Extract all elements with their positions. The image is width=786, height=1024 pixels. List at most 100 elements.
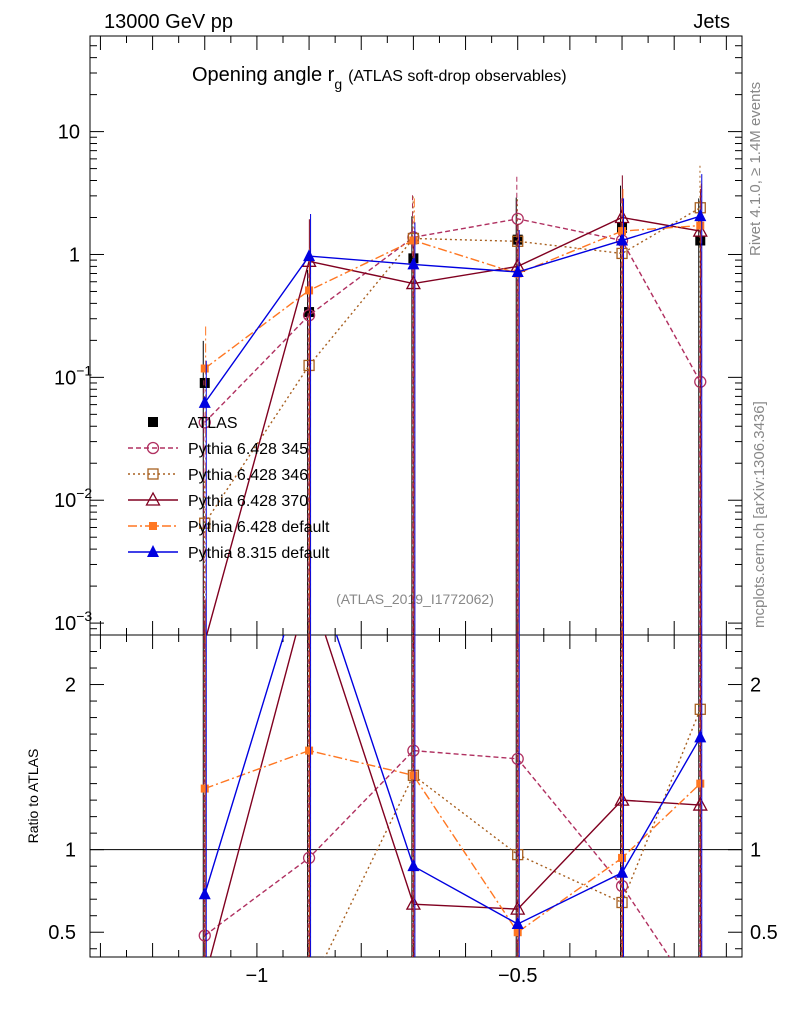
- series-main-0: [199, 185, 706, 635]
- legend-entry: Pythia 8.315 default: [128, 545, 330, 562]
- ratio-y-label: Ratio to ATLAS: [25, 749, 41, 844]
- ratio-y-tick-label: 2: [65, 675, 76, 697]
- ratio-point: [618, 853, 627, 862]
- series-main-5: [198, 174, 707, 635]
- data-point: [198, 416, 211, 429]
- ratio-point: [305, 746, 314, 755]
- y-tick-label: 10: [58, 122, 80, 144]
- data-point: [199, 377, 210, 388]
- data-point: [303, 249, 316, 262]
- ratio-point: [511, 916, 524, 929]
- legend-marker: [148, 417, 158, 427]
- data-point: [407, 257, 420, 270]
- series-ratio-3: [198, 635, 708, 983]
- data-point: [409, 236, 418, 245]
- legend-entry: Pythia 6.428 370: [128, 491, 308, 510]
- legend-marker: [147, 468, 159, 480]
- legend-entry: Pythia 6.428 346: [128, 467, 308, 484]
- legend-marker: [146, 441, 160, 455]
- header-right: Jets: [693, 11, 730, 33]
- y-tick-label: 10−2: [54, 485, 92, 512]
- title-suffix: (ATLAS soft-drop observables): [348, 68, 566, 85]
- data-point: [616, 233, 629, 246]
- ratio-y-tick-label-right: 2: [750, 675, 761, 697]
- x-tick-label: −0.5: [498, 965, 537, 987]
- ratio-point: [510, 900, 526, 915]
- legend-label: Pythia 6.428 default: [188, 519, 330, 536]
- mcplots-label: mcplots.cern.ch [arXiv:1306.3436]: [751, 401, 768, 628]
- ratio-point: [694, 730, 707, 743]
- ratio-point: [692, 796, 708, 811]
- y-tick-label: 10−1: [54, 362, 92, 389]
- ratio-line: [209, 635, 701, 957]
- series-main-2: [199, 165, 706, 635]
- header-left: 13000 GeV pp: [104, 11, 233, 33]
- data-point: [614, 209, 630, 224]
- data-point: [692, 222, 708, 237]
- ratio-point: [696, 779, 705, 788]
- series-ratio-1: [198, 635, 706, 1009]
- data-point: [200, 364, 209, 373]
- legend-entry: Pythia 6.428 default: [128, 519, 330, 536]
- legend-label: Pythia 6.428 370: [188, 493, 308, 510]
- axes-layer: −1 −0.5 10−3 10−2 10−1 1 10 0.5 0.5 1 1 2 2: [48, 35, 778, 987]
- ratio-point: [200, 998, 210, 1008]
- title-subscript: g: [334, 76, 342, 92]
- ratio-line: [204, 749, 671, 957]
- series-ratio-4: [200, 635, 705, 957]
- ratio-panel-frame: [89, 634, 743, 958]
- legend-marker: [147, 545, 159, 557]
- ratio-point: [513, 928, 522, 937]
- series-ratio-0: [202, 635, 700, 957]
- ratio-y-tick-label-right: 1: [750, 840, 761, 862]
- series-main-1: [198, 176, 707, 635]
- series-ratio-5: [198, 635, 707, 957]
- y-tick-label: 10−3: [54, 608, 92, 635]
- series-ratio-2: [200, 635, 706, 1008]
- legend-label: Pythia 6.428 345: [188, 441, 308, 458]
- ratio-point: [405, 895, 421, 910]
- series-line: [204, 207, 701, 524]
- data-point: [199, 517, 211, 529]
- legend-label: Pythia 8.315 default: [188, 545, 330, 562]
- series-main-3: [204, 175, 708, 635]
- series-line: [204, 224, 701, 370]
- data-point: [511, 265, 524, 278]
- ratio-point: [409, 771, 418, 780]
- legend-label: Pythia 6.428 346: [188, 467, 308, 484]
- legend-entry: ATLAS: [148, 415, 238, 432]
- title-main: Opening angle r: [192, 64, 335, 86]
- ratio-line: [204, 635, 701, 925]
- legend-label: ATLAS: [188, 415, 238, 432]
- ratio-point: [198, 887, 211, 900]
- legend-marker: [145, 491, 161, 506]
- data-point: [618, 227, 627, 236]
- ratio-point: [695, 998, 706, 1009]
- ratio-point: [304, 985, 314, 995]
- ratio-y-tick-label: 0.5: [48, 922, 76, 944]
- series-line: [205, 216, 701, 635]
- data-point: [694, 209, 707, 222]
- ratio-point: [614, 791, 630, 806]
- ratio-point: [200, 784, 209, 793]
- x-tick-label: −1: [246, 965, 269, 987]
- data-point: [696, 221, 705, 230]
- ratio-point: [407, 859, 420, 872]
- series-line: [204, 218, 701, 423]
- series-layer: [198, 165, 708, 1009]
- ratio-point: [198, 971, 211, 983]
- series-line: [204, 215, 701, 404]
- rivet-label: Rivet 4.1.0, ≥ 1.4M events: [747, 82, 764, 256]
- legend-marker: [149, 522, 157, 530]
- ratio-line: [204, 749, 701, 934]
- series-main-4: [200, 183, 705, 635]
- data-point: [305, 286, 314, 295]
- data-point: [405, 275, 421, 290]
- legend: ATLAS Pythia 6.428 345 Pythia 6.428 346 Pyt…: [128, 415, 330, 562]
- ratio-y-tick-label: 1: [65, 840, 76, 862]
- legend-entry: Pythia 6.428 345: [128, 441, 308, 458]
- ratio-point: [616, 865, 629, 878]
- plot-title: Opening angle rg (ATLAS soft-drop observa…: [192, 64, 567, 92]
- y-tick-label: 1: [69, 244, 80, 266]
